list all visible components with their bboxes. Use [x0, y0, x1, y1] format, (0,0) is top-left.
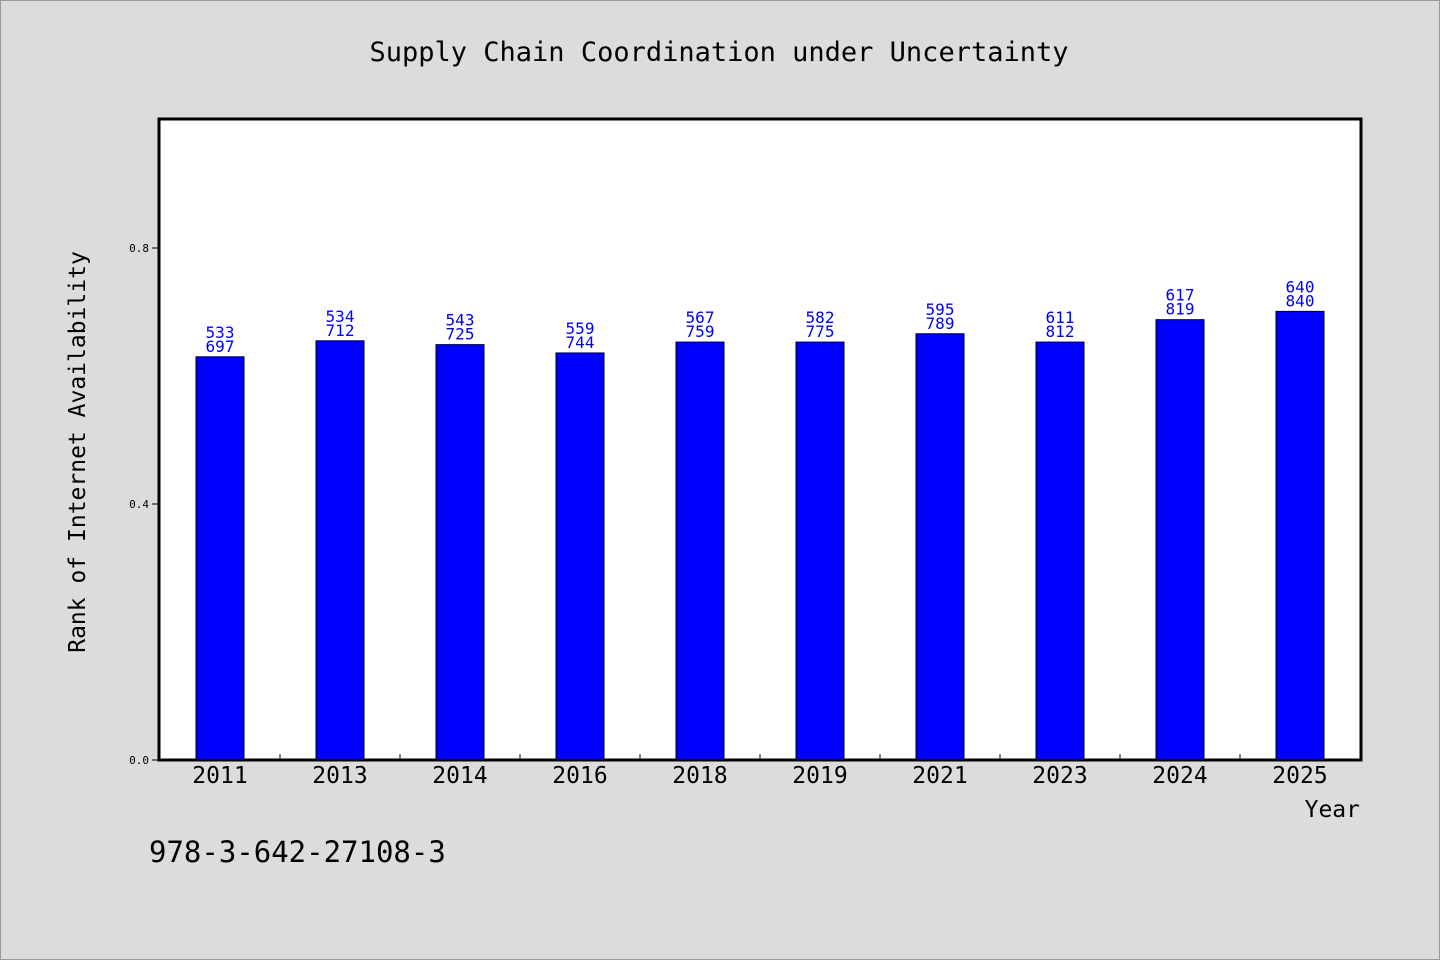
bar-label-bottom: 812 — [1046, 322, 1075, 341]
bar-label-top: 640 — [1286, 277, 1315, 296]
bar-label-top: 582 — [806, 308, 835, 327]
x-tick-label: 2013 — [312, 763, 367, 789]
bar-label-top: 611 — [1046, 308, 1075, 327]
bar-label-top: 567 — [686, 308, 715, 327]
isbn-text: 978-3-642-27108-3 — [149, 835, 446, 869]
bar — [915, 333, 965, 761]
bar-label-top: 533 — [206, 323, 235, 342]
bar-series — [195, 310, 1325, 761]
x-tick-label: 2023 — [1032, 763, 1087, 789]
x-tick-label: 2024 — [1152, 763, 1207, 789]
y-axis-label: Rank of Internet Availability — [65, 251, 91, 653]
chart-title: Supply Chain Coordination under Uncertai… — [370, 37, 1069, 68]
x-axis: 2011 2013 2014 2016 2018 2019 2021 2023 2024 2025 — [192, 754, 1328, 789]
y-tick-label: 0.8 — [129, 242, 149, 255]
bar-label-bottom: 712 — [326, 321, 355, 340]
x-axis-label: Year — [1305, 797, 1360, 823]
bar — [315, 340, 365, 761]
bar-label-bottom: 759 — [686, 322, 715, 341]
y-axis: 0.0 0.4 0.8 — [129, 242, 160, 767]
bar — [795, 341, 845, 761]
bar — [1275, 310, 1325, 761]
bar — [555, 352, 605, 761]
bar-label-bottom: 819 — [1166, 300, 1195, 319]
x-tick-label: 2014 — [432, 763, 487, 789]
bar-label-top: 617 — [1166, 286, 1195, 305]
bar-label-bottom: 697 — [206, 337, 235, 356]
bar — [1155, 319, 1205, 761]
x-tick-label: 2011 — [192, 763, 247, 789]
x-tick-label: 2018 — [672, 763, 727, 789]
bar — [675, 341, 725, 761]
bar-label-top: 559 — [566, 319, 595, 338]
y-tick-label: 0.0 — [129, 754, 149, 767]
bar — [435, 344, 485, 761]
bar-label-bottom: 840 — [1286, 291, 1315, 310]
y-tick-label: 0.4 — [129, 498, 149, 511]
bar-label-bottom: 789 — [926, 314, 955, 333]
bar-label-top: 534 — [326, 307, 355, 326]
x-tick-label: 2025 — [1272, 763, 1327, 789]
x-tick-label: 2021 — [912, 763, 967, 789]
bar-label-bottom: 744 — [566, 333, 595, 352]
bar — [195, 356, 245, 761]
bar-label-bottom: 775 — [806, 322, 835, 341]
x-tick-label: 2019 — [792, 763, 847, 789]
bar — [1035, 341, 1085, 761]
bar-label-top: 595 — [926, 300, 955, 319]
x-tick-label: 2016 — [552, 763, 607, 789]
bar-label-top: 543 — [446, 311, 475, 330]
bar-label-bottom: 725 — [446, 325, 475, 344]
